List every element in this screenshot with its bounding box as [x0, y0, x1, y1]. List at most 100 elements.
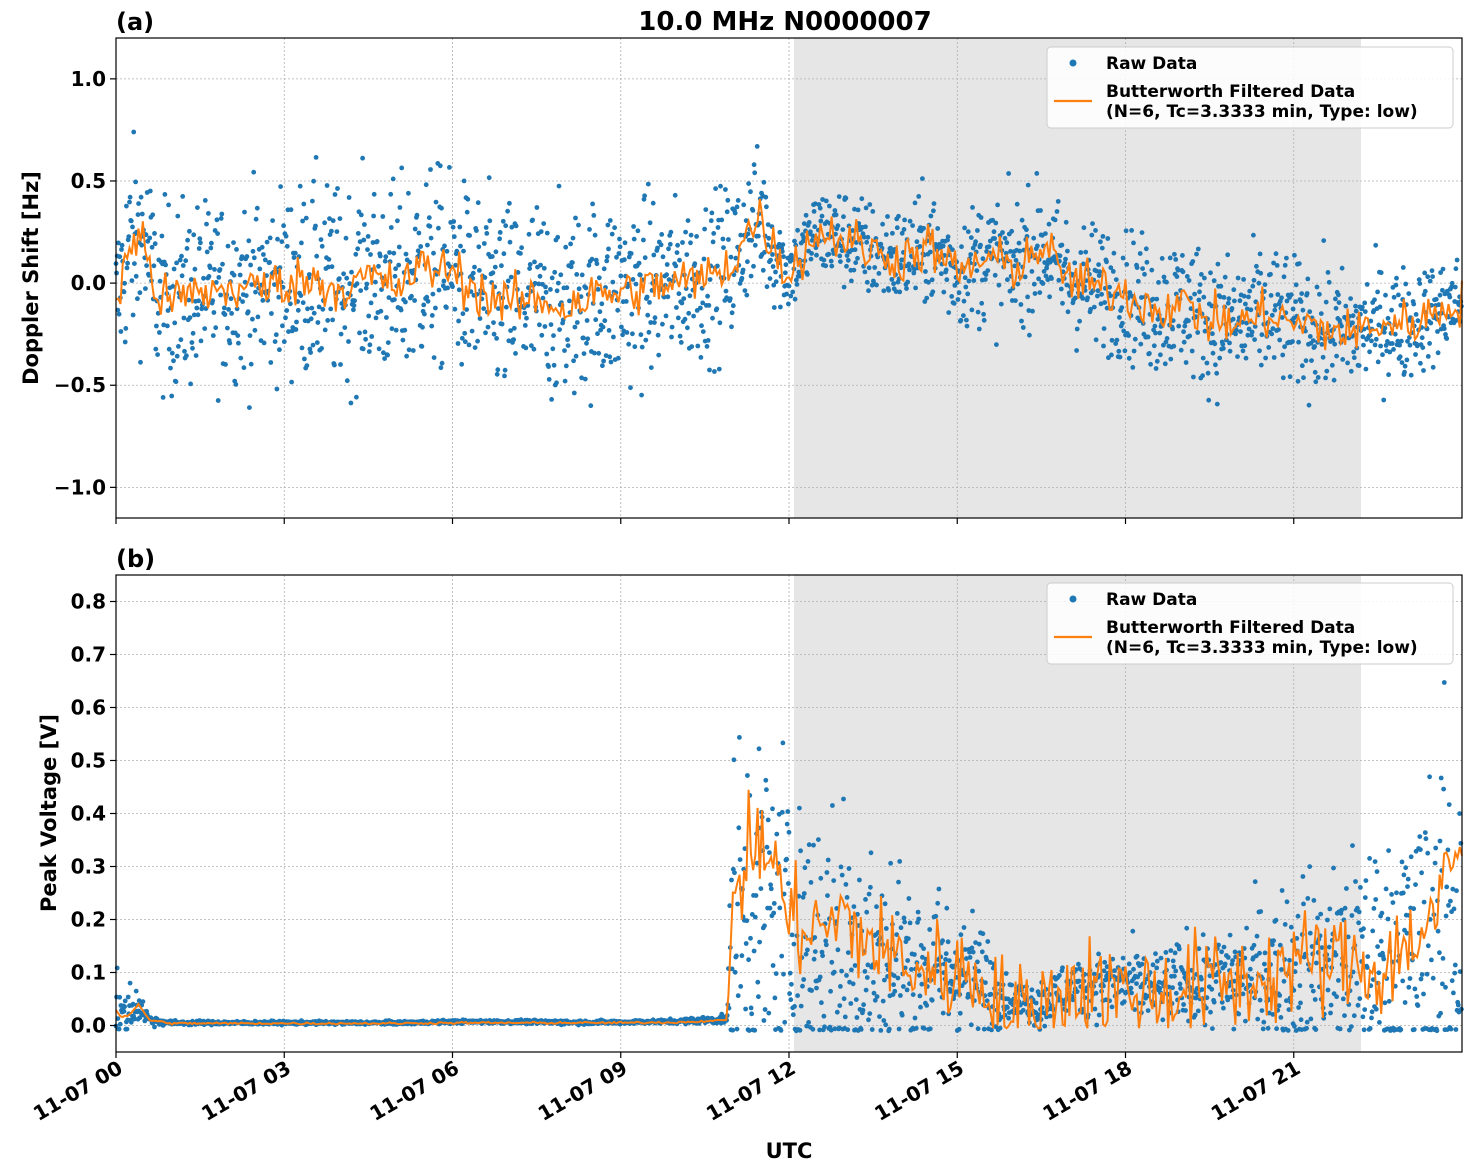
raw-data-point — [1254, 933, 1260, 939]
raw-data-point — [1447, 294, 1453, 300]
raw-data-point — [881, 288, 887, 294]
raw-data-point — [165, 308, 171, 313]
raw-data-point — [214, 217, 220, 223]
y-tick-label: 0.3 — [71, 855, 106, 879]
raw-data-point — [1215, 261, 1221, 267]
raw-data-point — [989, 1027, 994, 1033]
raw-data-point — [723, 187, 728, 192]
raw-data-point — [927, 1026, 933, 1032]
raw-data-point — [461, 248, 466, 254]
raw-data-point — [1340, 357, 1346, 362]
raw-data-point — [1180, 253, 1185, 258]
raw-data-point — [638, 332, 644, 338]
raw-data-point — [734, 953, 739, 959]
raw-data-point — [752, 242, 758, 248]
raw-data-point — [563, 244, 569, 250]
raw-data-point — [1009, 982, 1015, 988]
raw-data-point — [985, 939, 991, 944]
raw-data-point — [800, 894, 806, 900]
raw-data-point — [639, 392, 644, 398]
raw-data-point — [1356, 363, 1362, 368]
raw-data-point — [1195, 1008, 1201, 1014]
raw-data-point — [808, 229, 813, 235]
raw-data-point — [234, 306, 240, 312]
raw-data-point — [1098, 239, 1103, 245]
raw-data-point — [1286, 1007, 1292, 1012]
raw-data-point — [700, 329, 706, 334]
raw-data-point — [172, 320, 178, 326]
raw-data-point — [1205, 370, 1211, 376]
raw-data-point — [174, 353, 180, 359]
raw-data-point — [770, 806, 775, 812]
raw-data-point — [1255, 1016, 1261, 1022]
raw-data-point — [458, 243, 463, 249]
raw-data-point — [1191, 374, 1196, 380]
raw-data-point — [1227, 932, 1233, 938]
raw-data-point — [1351, 349, 1357, 355]
raw-data-point — [1096, 951, 1101, 957]
raw-data-point — [734, 204, 740, 210]
raw-data-point — [893, 957, 899, 963]
raw-data-point — [896, 213, 901, 219]
raw-data-point — [277, 347, 282, 353]
raw-data-point — [936, 886, 942, 892]
raw-data-point — [1282, 922, 1288, 927]
raw-data-point — [1135, 278, 1141, 284]
raw-data-point — [475, 200, 481, 206]
raw-data-point — [709, 210, 715, 216]
raw-data-point — [1360, 1014, 1366, 1020]
raw-data-point — [1394, 275, 1399, 281]
raw-data-point — [1108, 265, 1114, 271]
raw-data-point — [392, 297, 397, 302]
raw-data-point — [761, 179, 767, 185]
raw-data-point — [477, 268, 482, 273]
raw-data-point — [707, 277, 713, 282]
raw-data-point — [166, 202, 172, 208]
raw-data-point — [922, 961, 928, 967]
raw-data-point — [1154, 958, 1160, 964]
raw-data-point — [579, 272, 585, 278]
raw-data-point — [433, 199, 439, 205]
raw-data-point — [1117, 315, 1122, 320]
raw-data-point — [926, 279, 931, 285]
raw-data-point — [689, 344, 695, 349]
raw-data-point — [860, 1007, 866, 1013]
raw-data-point — [563, 363, 569, 369]
raw-data-point — [971, 278, 977, 283]
raw-data-point — [855, 207, 861, 213]
raw-data-point — [906, 896, 912, 901]
raw-data-point — [1227, 348, 1233, 354]
raw-data-point — [1375, 359, 1381, 365]
raw-data-point — [325, 318, 331, 323]
raw-data-point — [1314, 960, 1319, 966]
raw-data-point — [133, 988, 139, 994]
raw-data-point — [749, 1011, 755, 1017]
raw-data-point — [770, 264, 776, 269]
raw-data-point — [1167, 255, 1173, 261]
raw-data-point — [789, 981, 794, 987]
raw-data-point — [1301, 375, 1306, 381]
raw-data-point — [1427, 278, 1433, 284]
raw-data-point — [240, 299, 246, 304]
raw-data-point — [723, 288, 729, 294]
raw-data-point — [768, 886, 774, 892]
raw-data-point — [748, 273, 754, 279]
raw-data-point — [825, 857, 831, 863]
raw-data-point — [675, 242, 680, 248]
raw-data-point — [1076, 978, 1082, 984]
raw-data-point — [867, 1011, 873, 1016]
raw-data-point — [834, 1009, 840, 1015]
raw-data-point — [130, 1001, 136, 1007]
raw-data-point — [135, 296, 140, 302]
raw-data-point — [366, 313, 372, 319]
raw-data-point — [150, 212, 156, 218]
raw-data-point — [297, 183, 303, 189]
raw-data-point — [244, 254, 250, 259]
raw-data-point — [648, 365, 654, 370]
raw-data-point — [752, 170, 758, 176]
raw-data-point — [364, 281, 370, 287]
raw-data-point — [1418, 976, 1424, 982]
raw-data-point — [1271, 355, 1277, 360]
raw-data-point — [149, 244, 155, 250]
raw-data-point — [1348, 368, 1354, 374]
